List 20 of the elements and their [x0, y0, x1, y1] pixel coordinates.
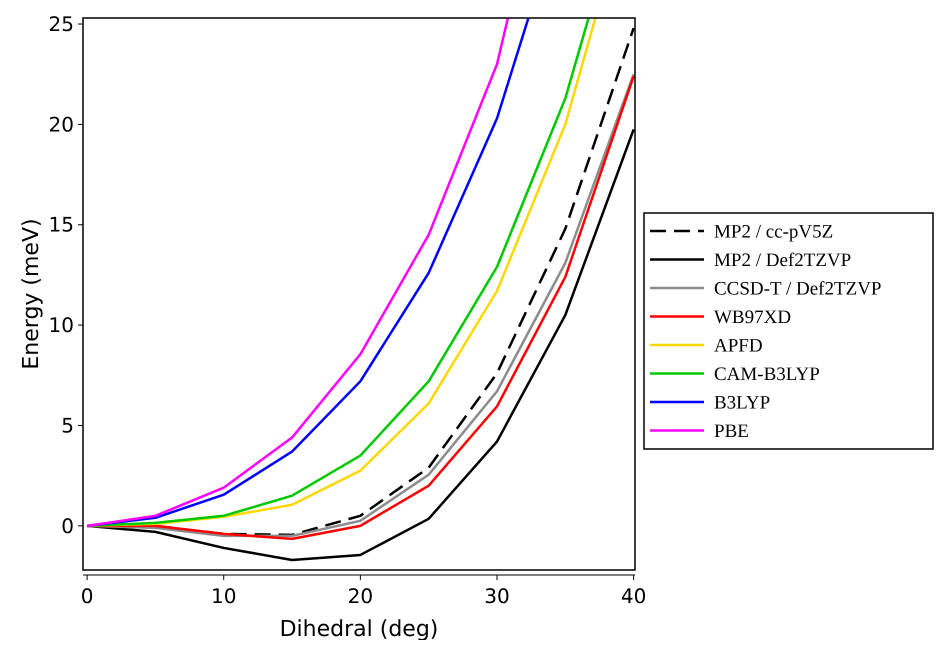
x-tick-label: 0 [80, 584, 94, 608]
legend-label: WB97XD [714, 307, 792, 328]
y-tick-label: 0 [61, 514, 74, 538]
legend-label: B3LYP [714, 392, 770, 414]
y-tick-label: 5 [61, 413, 74, 438]
y-axis-title: Energy (meV) [19, 218, 44, 370]
x-tick-label: 40 [620, 584, 646, 608]
legend-label: CCSD-T / Def2TZVP [714, 278, 882, 300]
legend-label: CAM-B3LYP [714, 364, 820, 386]
y-tick-label: 20 [48, 112, 74, 136]
legend-label: MP2 / cc-pV5Z [714, 222, 834, 243]
legend-label: APFD [714, 336, 763, 357]
x-tick-label: 20 [348, 584, 374, 608]
x-tick-label: 30 [484, 584, 510, 608]
legend-label: PBE [714, 421, 749, 442]
y-tick-label: 25 [48, 12, 74, 36]
legend-label: MP2 / Def2TZVP [714, 250, 852, 272]
y-tick-label: 10 [48, 313, 74, 338]
x-tick-label: 10 [211, 584, 236, 608]
y-tick-label: 15 [48, 212, 74, 237]
